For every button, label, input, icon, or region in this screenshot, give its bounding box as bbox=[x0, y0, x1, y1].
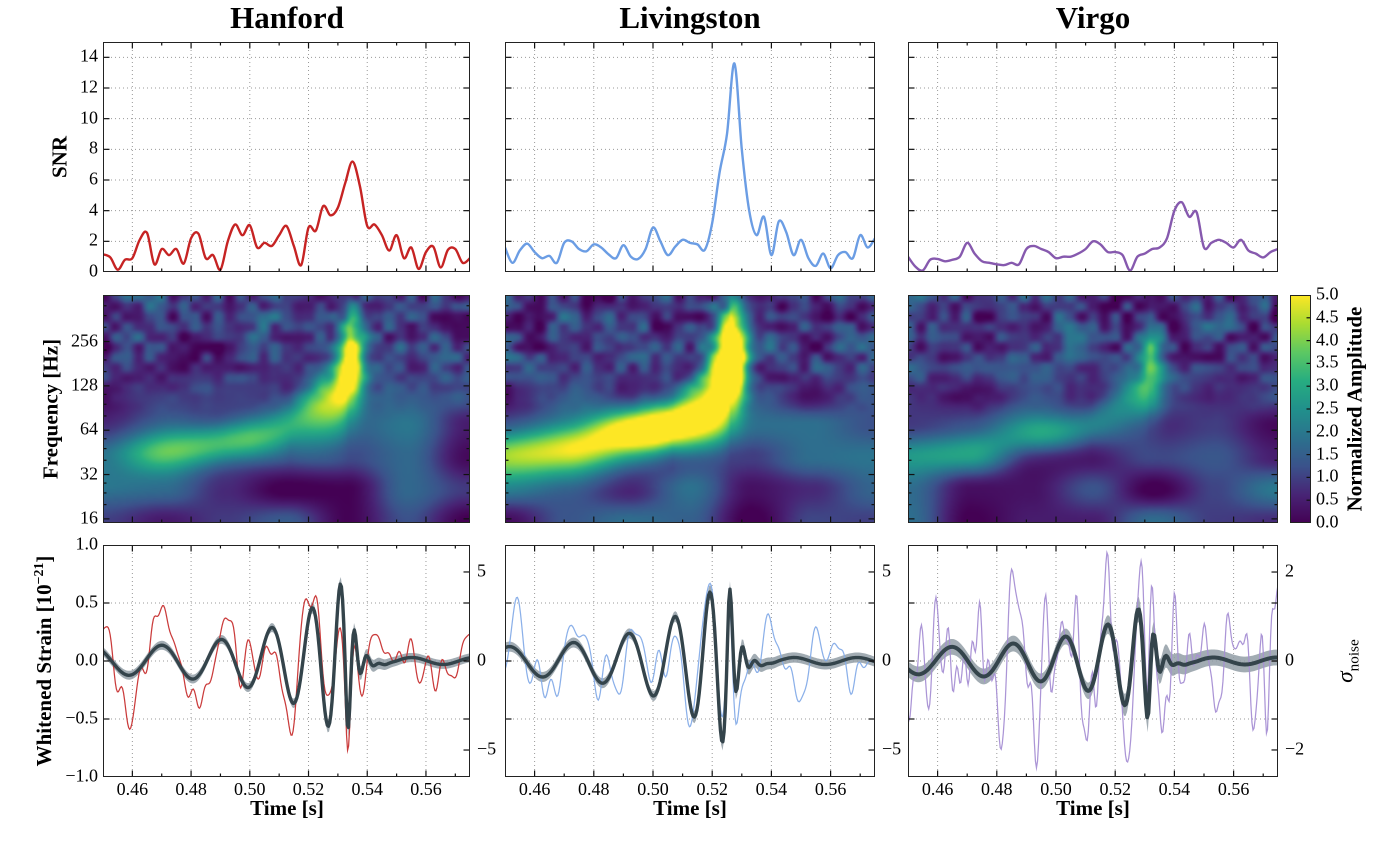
time-tick-label: 0.48 bbox=[578, 779, 610, 799]
snr-plot-hanford bbox=[103, 42, 470, 272]
time-tick-label: 0.56 bbox=[410, 779, 442, 799]
strain-axis-label-exponent: −21 bbox=[31, 562, 46, 585]
colorbar bbox=[1290, 295, 1311, 523]
column-title-livingston: Livingston bbox=[619, 0, 761, 35]
colorbar-tick-label: 5.0 bbox=[1316, 283, 1339, 304]
time-tick-label: 0.52 bbox=[1099, 779, 1131, 799]
time-tick-label: 0.54 bbox=[1158, 779, 1191, 799]
frequency-tick-label: 32 bbox=[80, 462, 98, 483]
time-tick-label: 0.46 bbox=[518, 779, 551, 799]
snr-tick-label: 14 bbox=[80, 45, 98, 66]
time-tick-label: 0.54 bbox=[351, 779, 383, 799]
strain-plot-virgo bbox=[908, 545, 1278, 777]
time-tick-label: 0.56 bbox=[1217, 779, 1250, 799]
snr-tick-label: 12 bbox=[80, 76, 98, 97]
spectrogram-virgo bbox=[908, 295, 1278, 523]
colorbar-tick-label: 1.0 bbox=[1316, 465, 1339, 486]
strain-tick-label: −0.5 bbox=[65, 707, 98, 728]
snr-plot-livingston bbox=[505, 42, 875, 272]
snr-tick-label: 2 bbox=[89, 229, 98, 250]
strain-plot-livingston bbox=[505, 545, 875, 777]
strain-plot-hanford bbox=[103, 545, 470, 777]
snr-tick-label: 6 bbox=[89, 168, 98, 189]
colorbar-tick-label: 2.5 bbox=[1316, 397, 1339, 418]
sigma-tick-label: 5 bbox=[882, 560, 891, 581]
snr-tick-label: 10 bbox=[80, 107, 98, 128]
time-tick-label: 0.54 bbox=[755, 779, 788, 799]
time-tick-label: 0.50 bbox=[1040, 779, 1072, 799]
sigma-tick-label: 0 bbox=[1285, 649, 1294, 670]
frequency-tick-label: 128 bbox=[71, 374, 98, 395]
sigma-noise-label: σnoise bbox=[1333, 639, 1364, 682]
time-tick-label: 0.48 bbox=[175, 779, 207, 799]
snr-tick-label: 4 bbox=[89, 199, 98, 220]
snr-axis-label: SNR bbox=[47, 135, 72, 179]
time-tick-label: 0.52 bbox=[292, 779, 325, 799]
sigma-tick-label: 2 bbox=[1285, 560, 1294, 581]
time-tick-label: 0.46 bbox=[921, 779, 954, 799]
colorbar-tick-label: 3.5 bbox=[1316, 351, 1339, 372]
time-axis-label-livingston: Time [s] bbox=[653, 796, 727, 820]
colorbar-tick-label: 0.5 bbox=[1316, 488, 1339, 509]
time-tick-label: 0.56 bbox=[814, 779, 847, 799]
time-tick-label: 0.52 bbox=[696, 779, 728, 799]
colorbar-tick-label: 4.5 bbox=[1316, 306, 1339, 327]
strain-axis-label: Whitened Strain [10−21] bbox=[31, 556, 57, 767]
colorbar-tick-label: 2.0 bbox=[1316, 420, 1339, 441]
sigma-tick-label: −5 bbox=[477, 738, 497, 759]
column-title-virgo: Virgo bbox=[1055, 0, 1131, 35]
colorbar-tick-label: 3.0 bbox=[1316, 374, 1339, 395]
frequency-tick-label: 64 bbox=[80, 418, 98, 439]
time-axis-label-hanford: Time [s] bbox=[250, 796, 324, 820]
snr-tick-label: 8 bbox=[89, 137, 98, 158]
frequency-axis-label: Frequency [Hz] bbox=[38, 338, 63, 480]
snr-plot-virgo bbox=[908, 42, 1278, 272]
sigma-tick-label: −2 bbox=[1285, 738, 1305, 759]
time-axis-label-virgo: Time [s] bbox=[1056, 796, 1130, 820]
strain-tick-label: −1.0 bbox=[65, 765, 98, 786]
sigma-tick-label: 5 bbox=[477, 560, 486, 581]
strain-tick-label: 0.0 bbox=[75, 649, 99, 670]
strain-axis-label-text: Whitened Strain [10 bbox=[32, 584, 56, 767]
spectrogram-hanford bbox=[103, 295, 470, 523]
colorbar-tick-label: 1.5 bbox=[1316, 443, 1339, 464]
time-tick-label: 0.48 bbox=[981, 779, 1013, 799]
sigma-tick-label: 0 bbox=[477, 649, 486, 670]
time-tick-label: 0.50 bbox=[234, 779, 266, 799]
colorbar-label: Normalized Amplitude bbox=[1342, 306, 1367, 512]
time-tick-label: 0.50 bbox=[637, 779, 669, 799]
frequency-tick-label: 16 bbox=[80, 507, 98, 528]
snr-tick-label: 0 bbox=[89, 260, 98, 281]
time-tick-label: 0.46 bbox=[116, 779, 149, 799]
sigma-symbol: σ bbox=[1332, 671, 1358, 683]
column-title-hanford: Hanford bbox=[230, 0, 344, 35]
colorbar-tick-label: 0.0 bbox=[1316, 511, 1339, 532]
sigma-tick-label: −5 bbox=[882, 738, 902, 759]
strain-axis-label-bracket: ] bbox=[32, 555, 56, 563]
spectrogram-livingston bbox=[505, 295, 875, 523]
frequency-tick-label: 256 bbox=[71, 329, 98, 350]
sigma-tick-label: 0 bbox=[882, 649, 891, 670]
colorbar-tick-label: 4.0 bbox=[1316, 329, 1339, 350]
strain-tick-label: 0.5 bbox=[75, 591, 99, 612]
strain-tick-label: 1.0 bbox=[75, 533, 99, 554]
sigma-subscript: noise bbox=[1345, 639, 1363, 672]
